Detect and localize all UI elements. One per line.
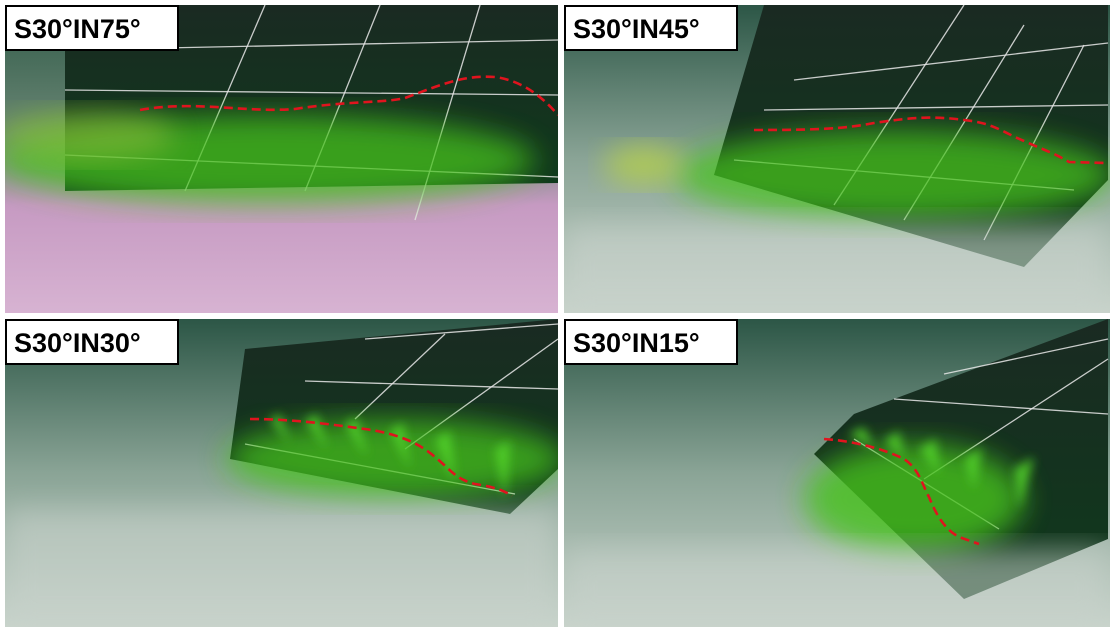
panel-label: S30°IN15° <box>565 320 737 364</box>
panel-label: S30°IN45° <box>565 6 737 50</box>
label-text: S30°IN30° <box>14 328 141 358</box>
photo-panel <box>5 319 565 627</box>
photo-panel <box>564 319 1110 627</box>
label-text: S30°IN45° <box>573 14 700 44</box>
label-text: S30°IN15° <box>573 328 700 358</box>
photo-panel <box>0 5 558 313</box>
panel-label: S30°IN30° <box>6 320 178 364</box>
panel-label: S30°IN75° <box>6 6 178 50</box>
figure: S30°IN75° S30°IN45° S30°IN30° S30°IN15° <box>0 0 1110 629</box>
label-text: S30°IN75° <box>14 14 141 44</box>
photo-panel <box>564 5 1110 313</box>
